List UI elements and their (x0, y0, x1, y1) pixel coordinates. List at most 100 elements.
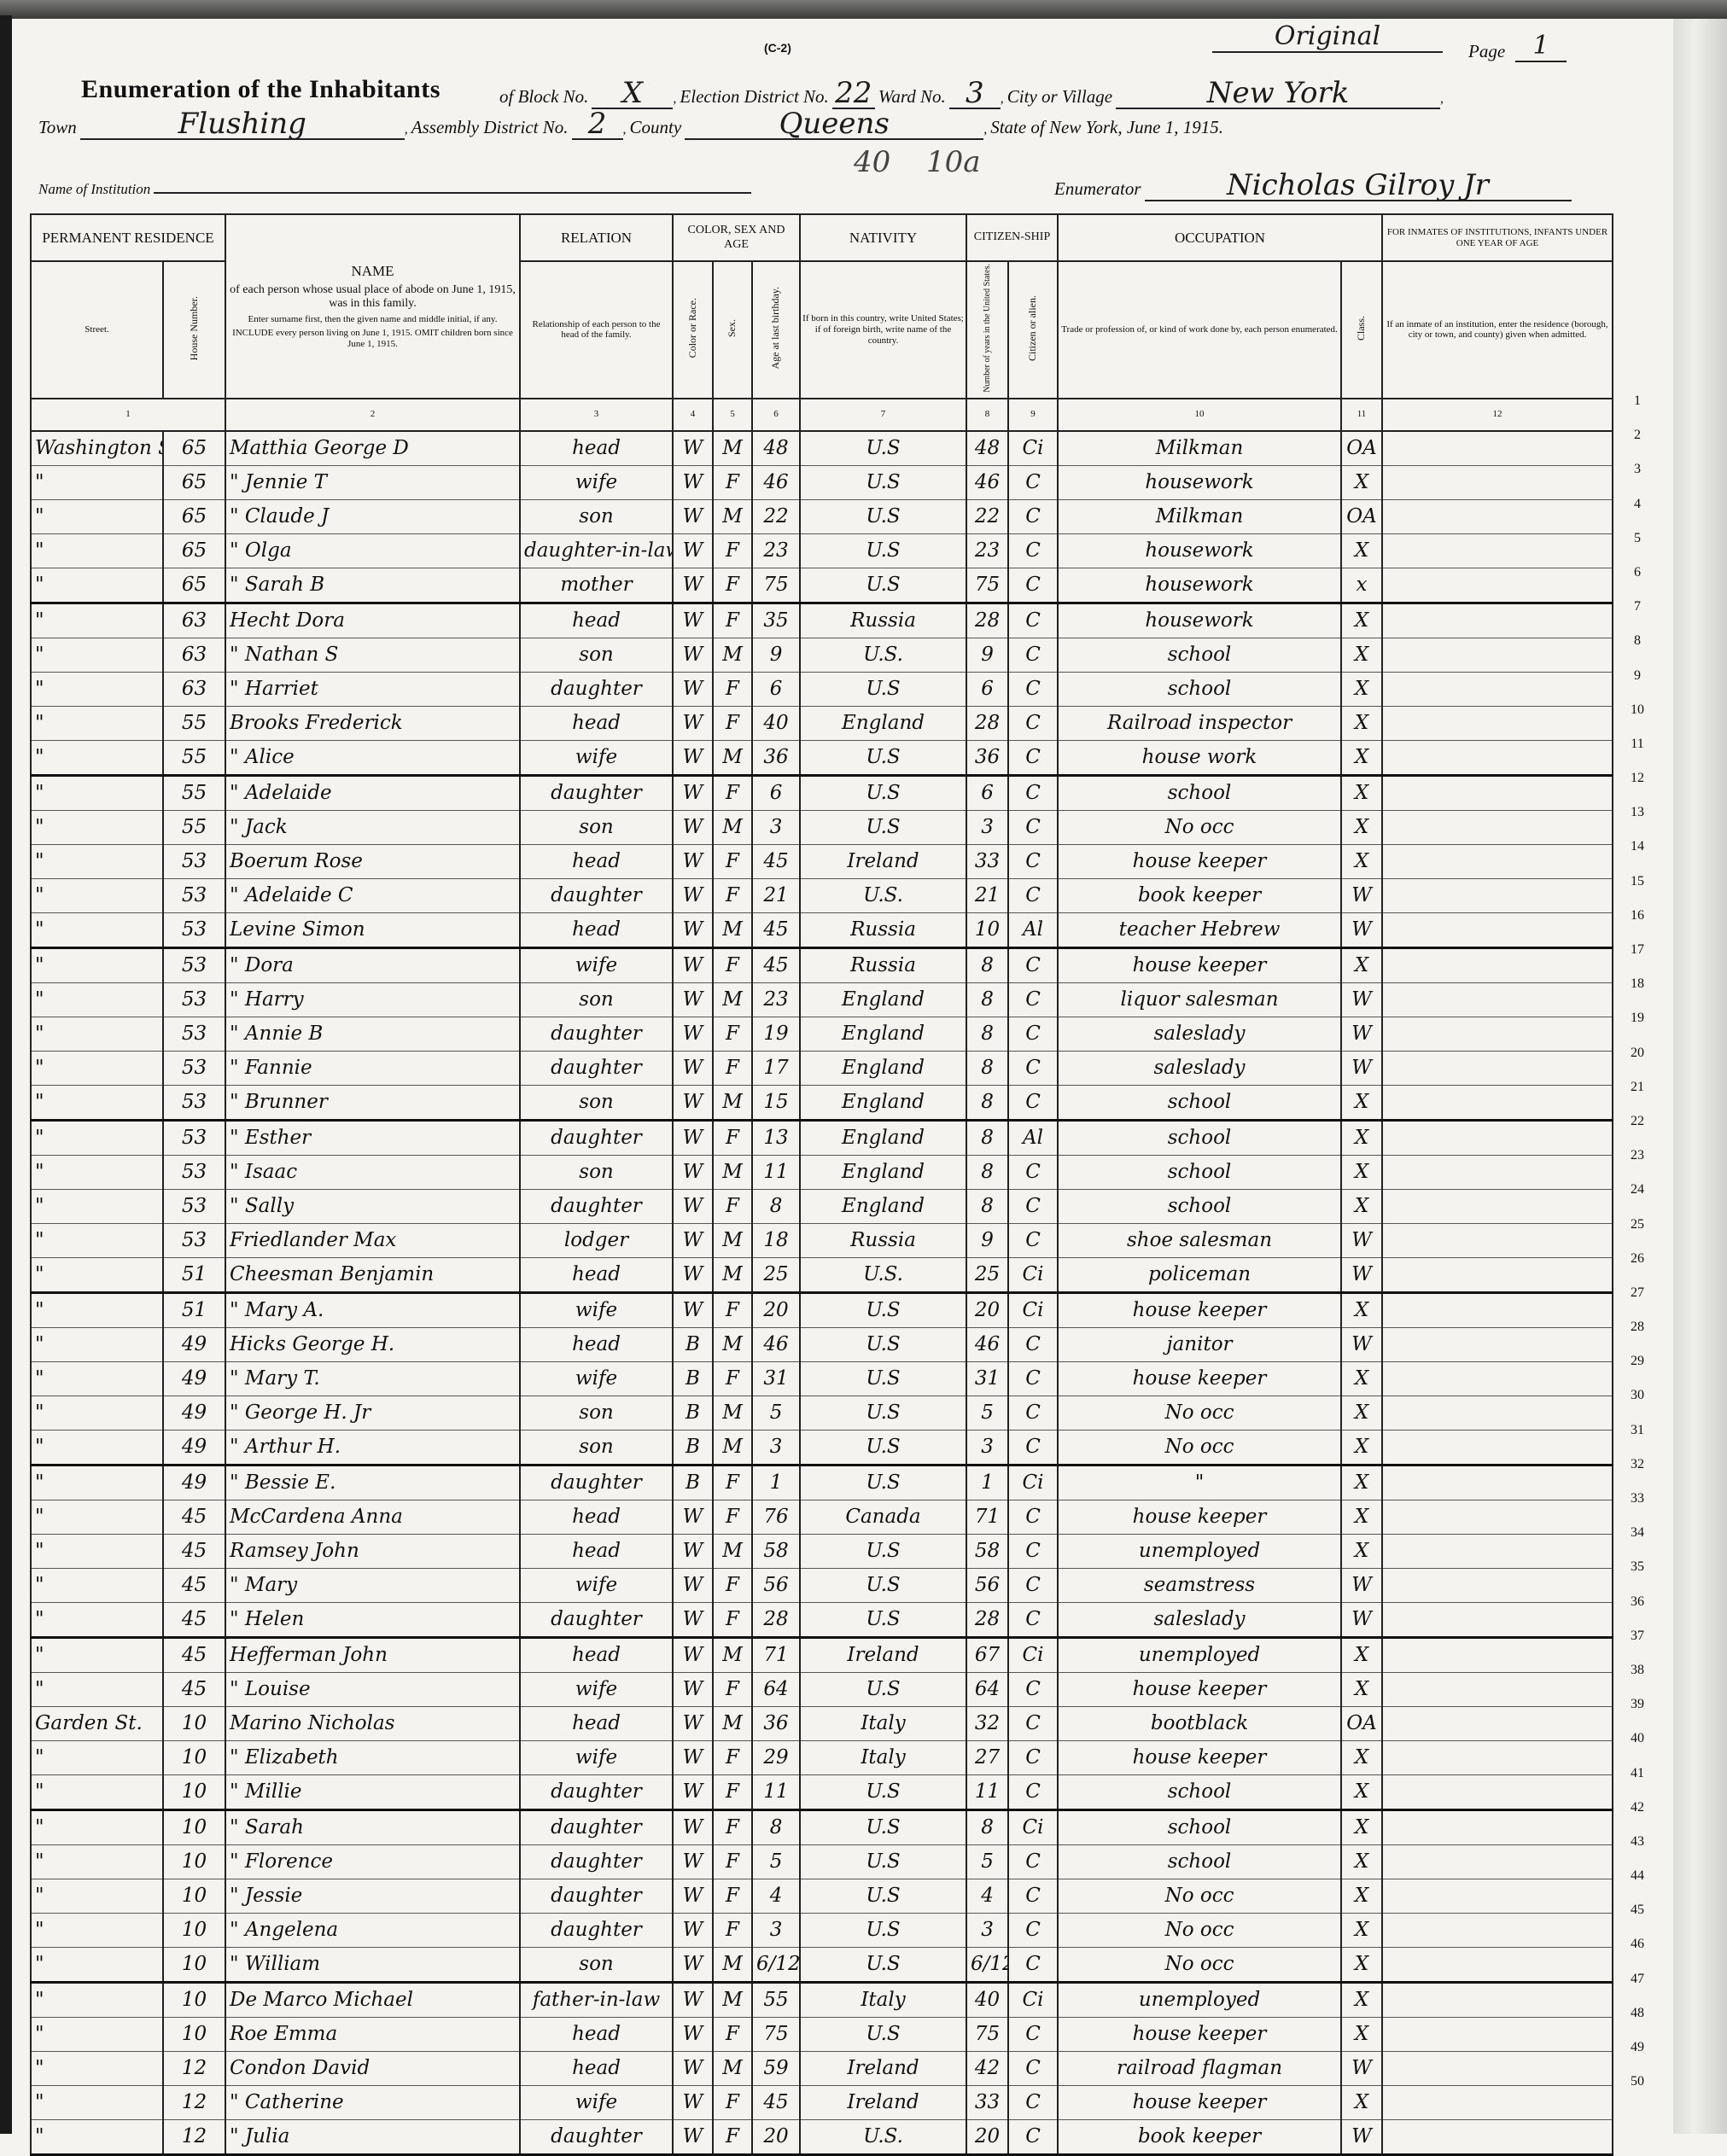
cell-relation: wife (519, 1740, 674, 1775)
block-label: of Block No. (499, 86, 589, 107)
cell-nativity: U.S (799, 1568, 968, 1603)
cell-street: " (30, 1430, 164, 1466)
cell-years: 22 (966, 499, 1010, 534)
cell-house: 53 (162, 1155, 226, 1190)
cell-inmate (1381, 1534, 1614, 1569)
cell-age: 20 (750, 2119, 802, 2156)
cell-color: W (672, 1706, 714, 1741)
cell-inmate (1381, 1051, 1614, 1086)
cell-color: W (672, 1189, 714, 1224)
cell-color: W (672, 638, 714, 673)
table-row: " 10 " Jessie daughter W F 4 U.S 4 C No occ X (30, 1879, 1614, 1914)
cell-street: " (30, 775, 164, 811)
cell-occupation: school (1057, 672, 1343, 707)
cell-years: 3 (966, 1913, 1010, 1948)
cell-street: " (30, 1292, 164, 1328)
cell-relation: lodger (519, 1223, 674, 1258)
cell-sex: M (712, 1396, 753, 1431)
cell-sex: M (712, 430, 753, 466)
cell-sex: F (712, 672, 753, 707)
table-row: Garden St. 10 Marino Nicholas head W M 36 Italy… (30, 1706, 1614, 1741)
header-years: Number of years in the United States. (966, 260, 1010, 399)
cell-color: W (672, 1155, 714, 1190)
line-number: 42 (1631, 1799, 1644, 1815)
cell-age: 11 (750, 1774, 802, 1811)
cell-relation: daughter-in-law (519, 533, 674, 568)
cell-years: 11 (966, 1774, 1010, 1811)
cell-nativity: U.S (799, 810, 968, 845)
cell-citizen: C (1007, 1223, 1059, 1258)
cell-street: Garden St. (30, 1706, 164, 1741)
cell-citizen: C (1007, 1051, 1059, 1086)
line-number: 25 (1631, 1216, 1644, 1232)
cell-house: 53 (162, 947, 226, 983)
cell-age: 75 (750, 2017, 802, 2052)
cell-years: 75 (966, 2017, 1010, 2052)
cell-house: 45 (162, 1672, 226, 1707)
cell-sex: F (712, 568, 753, 604)
cell-relation: daughter (519, 1774, 674, 1811)
cell-color: B (672, 1465, 714, 1500)
cell-years: 46 (966, 1327, 1010, 1362)
cell-years: 8 (966, 982, 1010, 1017)
cell-years: 8 (966, 1809, 1010, 1845)
cell-name: " Mary A. (225, 1292, 521, 1328)
cell-street: " (30, 740, 164, 777)
cell-house: 55 (162, 740, 226, 777)
cell-relation: wife (519, 1292, 674, 1328)
cell-house: 10 (162, 2017, 226, 2052)
cell-house: 65 (162, 465, 226, 500)
cell-relation: son (519, 638, 674, 673)
enumerator-label: Enumerator (1054, 178, 1141, 199)
header-citizenship: CITIZEN-SHIP (966, 213, 1059, 262)
cell-occupation: house keeper (1057, 2085, 1343, 2120)
cell-occupation: Railroad inspector (1057, 706, 1343, 741)
cell-years: 6 (966, 672, 1010, 707)
line-number: 44 (1631, 1868, 1644, 1884)
cell-occupation: house work (1057, 740, 1343, 777)
cell-citizen: Ci (1007, 1465, 1059, 1500)
cell-nativity: U.S (799, 1672, 968, 1707)
cell-relation: son (519, 1396, 674, 1431)
cell-street: " (30, 1085, 164, 1122)
cell-relation: son (519, 1947, 674, 1984)
line-number: 26 (1631, 1250, 1644, 1266)
cell-name: " Jessie (225, 1879, 521, 1914)
cell-color: W (672, 1809, 714, 1845)
cell-citizen: C (1007, 1430, 1059, 1466)
cell-years: 67 (966, 1637, 1010, 1673)
cell-class: X (1340, 533, 1384, 568)
line-number: 48 (1631, 2005, 1644, 2020)
cell-relation: head (519, 1706, 674, 1741)
cell-sex: F (712, 1774, 753, 1811)
cell-inmate (1381, 1430, 1614, 1466)
cell-name: Ramsey John (225, 1534, 521, 1569)
line-number: 27 (1631, 1285, 1644, 1300)
header-relation-sub: Relationship of each person to the head … (519, 260, 674, 399)
cell-sex: M (712, 1637, 753, 1673)
line-number: 36 (1631, 1594, 1644, 1609)
cell-class: X (1340, 706, 1384, 741)
cell-occupation: janitor (1057, 1327, 1343, 1362)
line-number: 20 (1631, 1045, 1644, 1060)
cell-age: 28 (750, 1602, 802, 1639)
cell-age: 8 (750, 1189, 802, 1224)
cell-years: 8 (966, 947, 1010, 983)
cell-occupation: house keeper (1057, 1500, 1343, 1535)
cell-name: " Isaac (225, 1155, 521, 1190)
line-number: 5 (1634, 530, 1641, 545)
cell-relation: son (519, 810, 674, 845)
cell-inmate (1381, 1327, 1614, 1362)
table-row: " 10 De Marco Michael father-in-law W M 55 Ital… (30, 1982, 1614, 2018)
cell-class: W (1340, 1602, 1384, 1639)
cell-age: 45 (750, 947, 802, 983)
cell-citizen: Ci (1007, 1637, 1059, 1673)
cell-class: OA (1340, 1706, 1384, 1741)
header-house: House Number. (162, 260, 226, 399)
cell-age: 76 (750, 1500, 802, 1535)
